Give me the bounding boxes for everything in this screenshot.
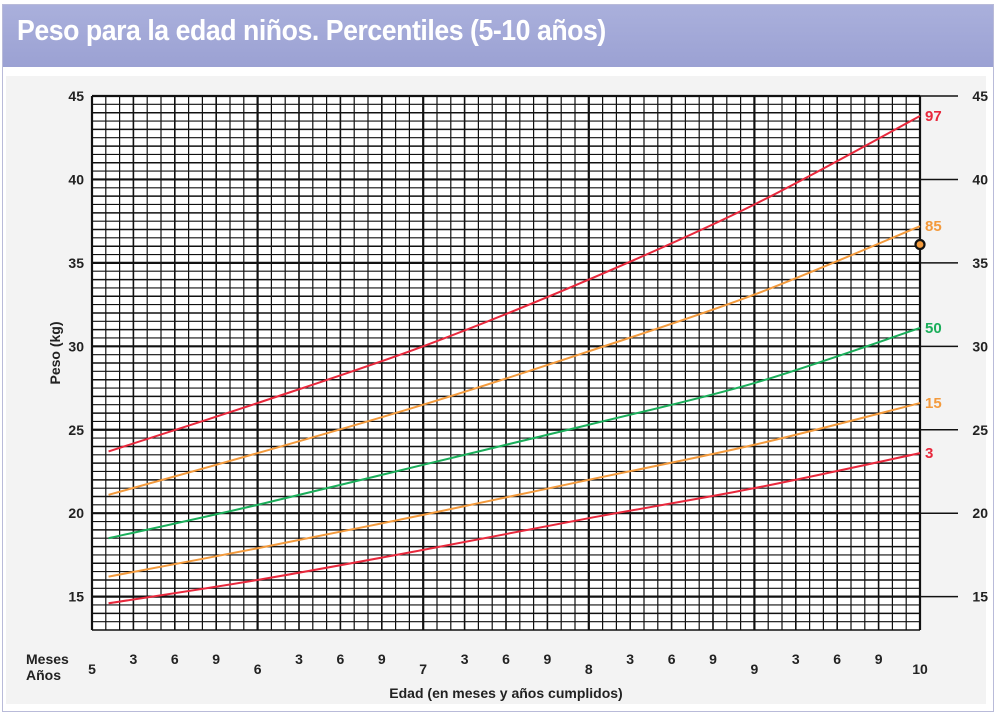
x-tick-label-month: 3 — [461, 651, 469, 667]
x-tick-label-month: 9 — [544, 651, 552, 667]
x-tick-label-month: 6 — [668, 651, 676, 667]
y-tick-label-right: 25 — [972, 422, 988, 438]
x-tick-label-month: 9 — [212, 651, 220, 667]
title-bar: Peso para la edad niños. Percentiles (5-… — [3, 5, 993, 67]
x-tick-label-year: 6 — [254, 661, 262, 677]
y-axis-label: Peso (kg) — [47, 321, 63, 384]
percentile-line-15 — [108, 402, 921, 578]
x-tick-label-year: 5 — [88, 661, 96, 677]
percentile-label-3: 3 — [925, 445, 933, 462]
percentile-line-97 — [108, 115, 921, 453]
y-tick-label-left: 30 — [68, 338, 84, 354]
y-tick-label-right: 45 — [972, 88, 988, 104]
y-tick-label-left: 35 — [68, 255, 84, 271]
y-tick-label-left: 15 — [68, 589, 84, 605]
y-tick-label-right: 40 — [972, 171, 988, 187]
y-tick-label-left: 20 — [68, 505, 84, 521]
x-tick-label-month: 3 — [130, 651, 138, 667]
x-tick-label-month: 9 — [378, 651, 386, 667]
percentile-label-50: 50 — [925, 320, 942, 337]
x-tick-label-month: 6 — [502, 651, 510, 667]
y-tick-label-right: 30 — [972, 338, 988, 354]
percentile-label-97: 97 — [925, 108, 942, 125]
x-tick-label-year: 7 — [419, 661, 427, 677]
percentile-line-85 — [108, 225, 921, 496]
x-row-label-years: Años — [26, 667, 61, 683]
x-tick-label-month: 9 — [709, 651, 717, 667]
y-tick-label-left: 25 — [68, 422, 84, 438]
y-tick-label-right: 15 — [972, 589, 988, 605]
x-axis-label: Edad (en meses y años cumplidos) — [389, 685, 622, 701]
y-tick-label-right: 35 — [972, 255, 988, 271]
chart-title: Peso para la edad niños. Percentiles (5-… — [17, 15, 606, 47]
y-tick-label-left: 45 — [68, 88, 84, 104]
x-tick-label-month: 3 — [295, 651, 303, 667]
percentile-line-50 — [108, 327, 921, 540]
x-tick-label-month: 6 — [833, 651, 841, 667]
percentile-label-85: 85 — [925, 218, 942, 235]
percentile-label-15: 15 — [925, 395, 942, 412]
percentile-line-3 — [108, 452, 921, 605]
x-tick-label-year: 9 — [751, 661, 759, 677]
data-point-marker — [914, 238, 926, 251]
y-tick-label-right: 20 — [972, 505, 988, 521]
x-tick-label-year: 8 — [585, 661, 593, 677]
x-tick-label-month: 3 — [792, 651, 800, 667]
x-tick-label-month: 3 — [626, 651, 634, 667]
x-tick-label-year: 10 — [912, 661, 928, 677]
x-tick-label-month: 9 — [875, 651, 883, 667]
y-tick-label-left: 40 — [68, 171, 84, 187]
x-tick-label-month: 6 — [171, 651, 179, 667]
x-tick-label-month: 6 — [337, 651, 345, 667]
x-row-label-months: Meses — [26, 651, 69, 667]
